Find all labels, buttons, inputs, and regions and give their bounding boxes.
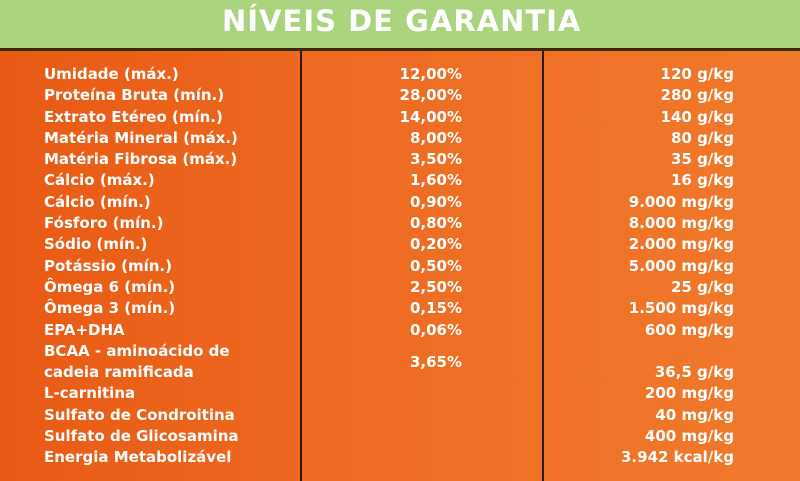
nutrient-label: Umidade (máx.) xyxy=(44,65,179,83)
nutrient-label: Matéria Fibrosa (máx.) xyxy=(44,150,238,169)
quantity-value: 600 mg/kg xyxy=(644,320,734,339)
quantity-value: 1.500 mg/kg xyxy=(628,299,734,318)
percentage-value: 3,65% xyxy=(409,352,462,371)
nutrient-label: Fósforo (mín.) xyxy=(44,214,164,233)
nutrient-label: Potássio (mín.) xyxy=(44,256,172,275)
nutrient-label: Energia Metabolizável xyxy=(44,448,232,467)
percentage-value: 2,50% xyxy=(409,277,462,296)
nutrient-label-line2: cadeia ramificada xyxy=(44,363,194,382)
nutrient-label: Sulfato de Condroitina xyxy=(44,405,235,424)
quantity-value: 400 mg/kg xyxy=(644,427,734,446)
nutrient-label: Cálcio (mín.) xyxy=(44,192,151,211)
quantity-value: 120 g/kg xyxy=(660,65,734,83)
nutrient-label: Ômega 6 (mín.) xyxy=(44,277,176,296)
percentage-value: 28,00% xyxy=(399,86,462,105)
percentage-value: 12,00% xyxy=(399,65,462,83)
nutrient-label: Cálcio (máx.) xyxy=(44,171,155,190)
nutrient-label: Matéria Mineral (máx.) xyxy=(44,128,238,147)
percentage-value xyxy=(352,426,462,447)
quantity-value: 40 mg/kg xyxy=(655,405,734,424)
quantity-value: 25 g/kg xyxy=(670,277,734,296)
nutrient-label: Extrato Etéreo (mín.) xyxy=(44,107,223,126)
header-bar: NÍVEIS DE GARANTIA xyxy=(0,0,800,51)
quantity-value: 16 g/kg xyxy=(670,171,734,190)
quantity-value: 36,5 g/kg xyxy=(654,363,734,382)
percentage-value xyxy=(352,383,462,404)
quantity-value: 35 g/kg xyxy=(670,150,734,169)
percentage-value: 14,00% xyxy=(399,107,462,126)
column-divider-right xyxy=(542,51,544,481)
quantity-value: 140 g/kg xyxy=(660,107,734,126)
nutrient-label: Ômega 3 (mín.) xyxy=(44,299,176,318)
quantity-value: 280 g/kg xyxy=(660,86,734,105)
percentage-column: 12,00% 28,00% 14,00% 8,00% 3,50% 1,60% 0… xyxy=(352,64,462,469)
percentage-value: 0,20% xyxy=(409,235,462,254)
percentage-value: 0,50% xyxy=(409,256,462,275)
percentage-value: 8,00% xyxy=(409,128,462,147)
percentage-value xyxy=(352,447,462,468)
column-divider-left xyxy=(300,51,302,481)
percentage-value: 0,90% xyxy=(409,192,462,211)
nutrient-label-line1: BCAA - aminoácido de xyxy=(44,341,230,360)
quantity-value: 5.000 mg/kg xyxy=(628,256,734,275)
page-title: NÍVEIS DE GARANTIA xyxy=(222,4,582,38)
nutrient-label-two-line: BCAA - aminoácido de cadeia ramificada xyxy=(44,341,294,384)
nutrient-label: Sódio (mín.) xyxy=(44,235,148,254)
quantity-value: 80 g/kg xyxy=(670,128,734,147)
nutrient-column: Umidade (máx.) Proteína Bruta (mín.) Ext… xyxy=(44,64,294,469)
quantity-value: 200 mg/kg xyxy=(644,384,734,403)
percentage-value: 0,06% xyxy=(409,320,462,339)
percentage-value: 1,60% xyxy=(409,171,462,190)
quantity-value: 3.942 kcal/kg xyxy=(621,448,734,467)
percentage-value: 3,50% xyxy=(409,150,462,169)
quantity-value: 8.000 mg/kg xyxy=(628,214,734,233)
quantity-value: 2.000 mg/kg xyxy=(628,235,734,254)
nutrient-label: Proteína Bruta (mín.) xyxy=(44,86,225,105)
nutrient-label: EPA+DHA xyxy=(44,320,125,339)
nutrient-label: Sulfato de Glicosamina xyxy=(44,427,239,446)
quantity-value: 9.000 mg/kg xyxy=(628,192,734,211)
percentage-value xyxy=(352,405,462,426)
percentage-value: 0,15% xyxy=(409,299,462,318)
percentage-value: 0,80% xyxy=(409,214,462,233)
quantity-column: 120 g/kg 280 g/kg 140 g/kg 80 g/kg 35 g/… xyxy=(560,64,734,469)
nutrient-label: L-carnitina xyxy=(44,384,136,403)
